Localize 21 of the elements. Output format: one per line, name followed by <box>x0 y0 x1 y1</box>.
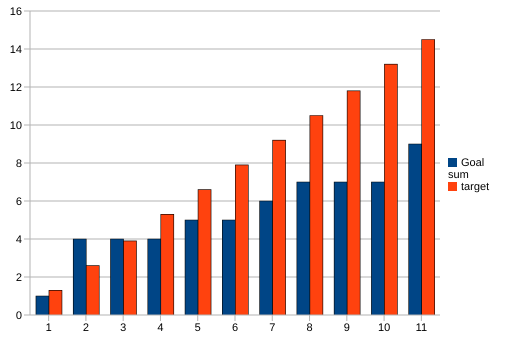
x-tick-label: 11 <box>416 322 428 334</box>
legend-label: target <box>461 180 490 192</box>
y-tick-label: 12 <box>10 82 22 94</box>
x-tick-label: 8 <box>306 322 313 334</box>
y-tick-label: 0 <box>16 310 22 322</box>
y-tick-label: 10 <box>10 120 22 132</box>
y-tick-label: 4 <box>16 234 22 246</box>
y-tick-label: 16 <box>10 6 22 18</box>
y-tick-label: 6 <box>16 196 22 208</box>
x-tick-label: 7 <box>269 322 276 334</box>
x-tick-label: 1 <box>46 322 52 334</box>
x-tick-label: 3 <box>120 322 126 334</box>
x-tick-label: 6 <box>232 322 238 334</box>
x-tick-label: 9 <box>344 322 350 334</box>
x-tick-label: 5 <box>194 322 201 334</box>
y-tick-label: 14 <box>10 44 22 56</box>
y-tick-label: 8 <box>16 158 22 170</box>
x-tick-label: 2 <box>82 322 89 334</box>
x-tick-label: 4 <box>157 322 164 334</box>
x-tick-label: 10 <box>378 322 390 334</box>
y-tick-label: 2 <box>16 272 22 284</box>
